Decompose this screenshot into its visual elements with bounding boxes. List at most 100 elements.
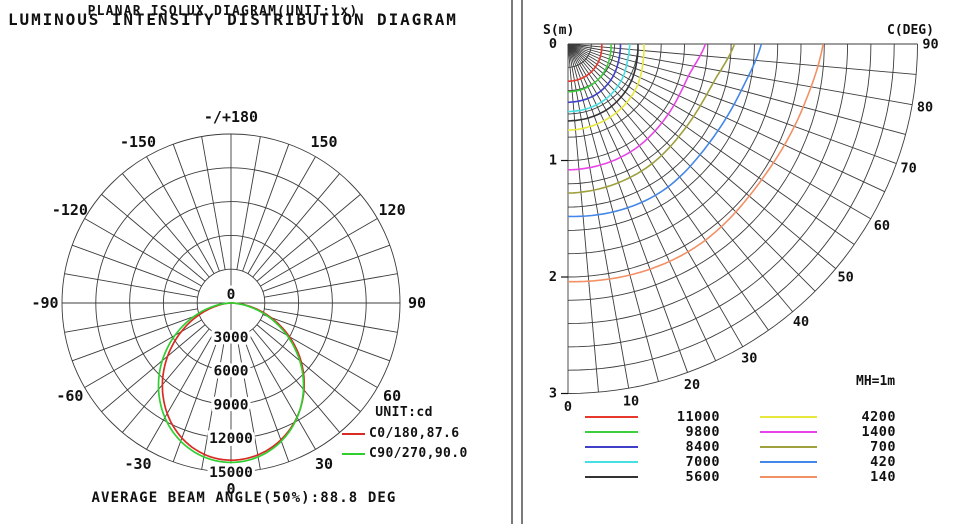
polar-angle-label: 0 [226,480,235,498]
legend-value-label: 5600 [685,469,720,486]
isolux-grid-spoke [567,43,816,292]
isolux-grid [567,43,918,394]
polar-spoke [72,314,200,362]
polar-angle-label: -90 [31,294,58,312]
polar-angle-label: -150 [120,133,156,151]
polar-ring-value-label: 9000 [214,397,249,413]
polar-angle-label: 30 [315,455,333,473]
legend-value-label: 140 [870,469,896,486]
polar-ring-value-label: 12000 [209,431,253,447]
isolux-contour-420 [567,43,763,218]
isolux-grid-spoke [567,43,917,75]
legend-swatch-line [585,445,638,448]
isolux-legend-row: 1400 [760,423,896,440]
intensity-legend-rows: C0/180,87.6 C90/270,90.0 [342,426,468,461]
isolux-legend-row: 140 [760,469,896,486]
isolux-legend-row: 9800 [585,424,720,440]
polar-spoke [84,319,202,388]
polar-spoke [84,218,202,287]
intensity-legend-row: C0/180,87.6 [342,426,466,441]
s-axis-tick-label: 3 [549,386,557,402]
isolux-grid-spoke [567,43,855,245]
polar-spoke [236,336,261,470]
c-axis-tick-label: 50 [838,270,854,286]
legend-value-label: 7000 [685,454,720,471]
isolux-legend-row: 420 [760,454,896,471]
isolux-legend-column-1: 11000 9800 8400 7000 5600 [585,409,720,485]
isolux-s-axis: 0 1 2 3 [549,36,568,402]
polar-spoke [72,244,200,292]
polar-spoke [146,332,215,450]
isolux-contour-8400 [567,43,622,104]
c-axis-tick-label: 30 [741,350,757,366]
legend-value-label: 11000 [676,408,720,425]
polar-spoke [172,144,220,272]
legend-series-label: C90/270,90.0 [369,446,468,461]
polar-angle-labels: -/+180 -150 150 -120 120 -90 90 -60 60 -30 30 0 [31,108,426,498]
isolux-legend-row: 4200 [760,408,896,425]
polar-center-label: 0 [227,287,236,303]
polar-angle-label: 150 [310,133,337,151]
legend-swatch-line [760,445,817,448]
c-axis-tick-label: 70 [901,160,917,176]
legend-swatch-line [585,476,638,479]
intensity-title: LUMINOUS INTENSITY DISTRIBUTION DIAGRAM [8,10,458,29]
polar-spoke [247,156,316,274]
isolux-contour-9800 [567,44,612,93]
polar-spoke [264,273,398,298]
polar-spoke [122,173,210,278]
polar-spoke [260,319,378,388]
legend-swatch-line [585,430,638,433]
intensity-legend-unit: UNIT:cd [375,405,433,420]
c-axis-tick-label: 60 [874,218,890,234]
legend-swatch-line [585,461,638,464]
s-axis-tick-label: 2 [549,269,557,285]
isolux-grid-spoke [567,43,913,106]
polar-spoke [101,324,206,412]
isolux-grid-spoke [567,43,837,269]
intensity-legend-row: C90/270,90.0 [342,446,468,461]
isolux-title: PLANAR ISOLUX DIAGRAM(UNIT:lx) [87,4,359,19]
legend-value-label: 420 [870,454,896,471]
legend-swatch-line [760,461,817,464]
isolux-contour-7000 [567,44,631,113]
isolux-contour-11000 [567,44,603,83]
mounting-height-label: MH=1m [856,374,896,389]
legend-swatch-line [760,415,817,418]
legend-swatch-line [342,432,365,435]
isolux-c-axis: 0 10 20 30 40 50 60 70 80 90 [564,37,939,416]
polar-spoke [252,173,340,278]
legend-swatch-line [342,452,365,455]
polar-spoke [64,273,198,298]
legend-value-label: 1400 [861,423,896,440]
legend-value-label: 8400 [685,438,720,455]
legend-swatch-line [760,430,817,433]
polar-ring-value-label: 15000 [209,465,253,481]
isolux-legend-row: 700 [760,439,896,455]
isolux-grid-spoke [567,43,793,313]
polar-spoke [260,218,378,287]
c-axis-tick-label: 10 [623,393,639,409]
polar-spoke [252,328,340,433]
beam-angle-footer: AVERAGE BEAM ANGLE(50%):88.8 DEG [91,490,397,506]
legend-value-label: 4200 [861,408,896,425]
isolux-contour-700 [567,43,736,194]
polar-ring-value-label: 6000 [214,364,249,380]
isolux-contour-140 [568,43,824,283]
polar-spoke [201,336,226,470]
polar-spoke [262,314,390,362]
legend-swatch-line [585,415,638,418]
panel-divider-line-left [511,0,513,524]
c-axis-tick-label: 40 [793,314,809,330]
s-axis-tick-label: 0 [549,36,557,52]
polar-spoke [101,194,206,282]
isolux-grid-spoke [567,43,906,135]
isolux-legend-row: 11000 [585,408,720,425]
polar-spoke [146,156,215,274]
isolux-grid-spoke [567,43,659,382]
polar-ring-value-labels: 0 3000 6000 9000 12000 15000 [206,284,256,484]
polar-angle-label: -/+180 [204,108,258,126]
isolux-legend-column-2: 4200 1400 700 420 140 [760,409,896,485]
